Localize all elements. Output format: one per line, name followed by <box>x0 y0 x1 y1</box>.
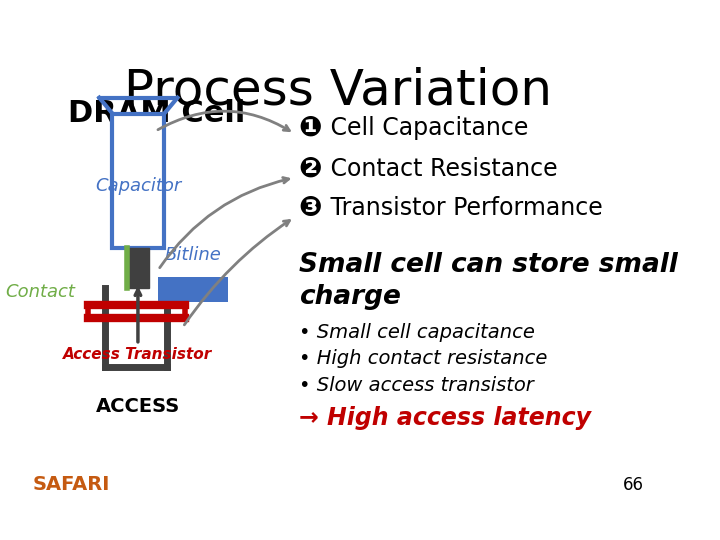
Text: DRAM Cell: DRAM Cell <box>68 99 245 127</box>
Text: ACCESS: ACCESS <box>96 397 180 416</box>
Text: Cell Capacitance: Cell Capacitance <box>323 116 528 139</box>
Text: Contact Resistance: Contact Resistance <box>323 157 558 181</box>
Text: • Small cell capacitance: • Small cell capacitance <box>299 323 535 342</box>
Text: Small cell can store small
charge: Small cell can store small charge <box>299 252 678 310</box>
Text: • High contact resistance: • High contact resistance <box>299 349 547 368</box>
Polygon shape <box>112 113 164 248</box>
Polygon shape <box>158 277 228 302</box>
Text: Contact: Contact <box>5 283 75 301</box>
Text: Process Variation: Process Variation <box>125 66 552 114</box>
Polygon shape <box>127 248 149 288</box>
Text: → High access latency: → High access latency <box>299 406 591 430</box>
Text: • Slow access transistor: • Slow access transistor <box>299 375 534 395</box>
Text: Transistor Performance: Transistor Performance <box>323 197 603 220</box>
Text: ❸: ❸ <box>299 194 323 222</box>
Text: Access Transistor: Access Transistor <box>63 347 212 362</box>
Text: 66: 66 <box>624 476 644 494</box>
Text: Capacitor: Capacitor <box>95 178 181 195</box>
Text: ❶: ❶ <box>299 113 323 141</box>
Text: Bitline: Bitline <box>165 246 222 264</box>
Text: SAFARI: SAFARI <box>32 475 110 494</box>
Text: ❷: ❷ <box>299 155 323 183</box>
